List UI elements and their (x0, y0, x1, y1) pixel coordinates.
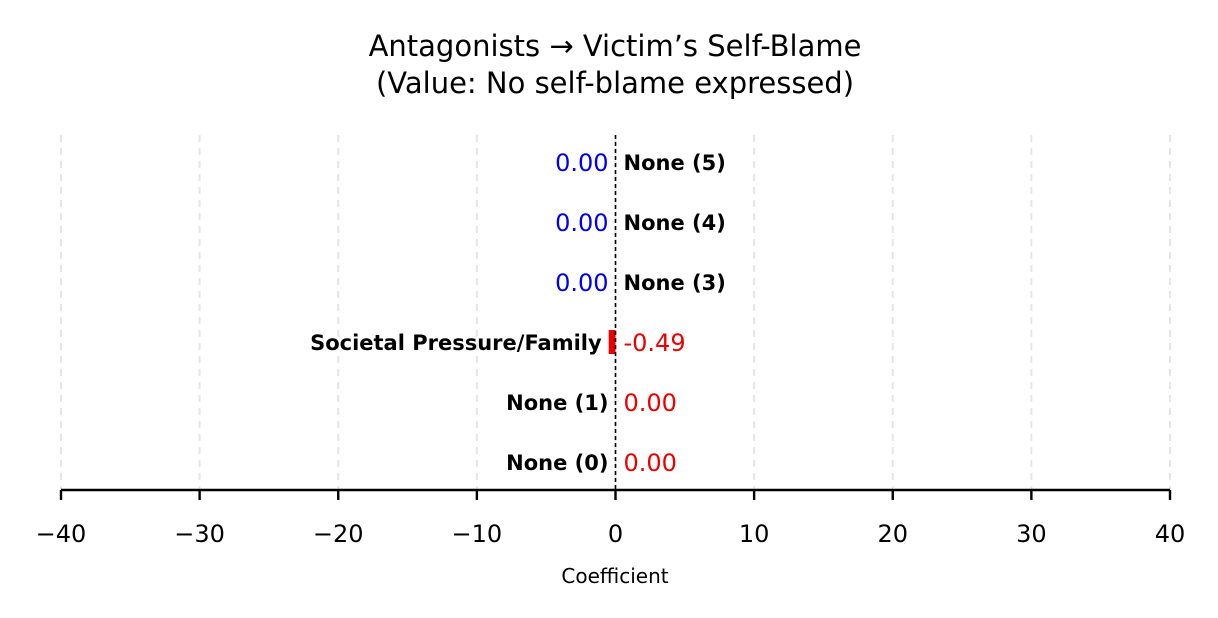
x-tick-label: −20 (313, 520, 364, 548)
chart-subtitle: (Value: No self-blame expressed) (376, 66, 854, 100)
category-label: None (1) (506, 391, 608, 415)
value-label: 0.00 (555, 209, 608, 237)
labels: None (0) 0.00 None (1) 0.00 Societal Pressur… (310, 149, 726, 477)
category-label: None (4) (624, 211, 726, 235)
x-tick-label: −30 (174, 520, 225, 548)
bar (608, 330, 616, 354)
value-label: 0.00 (555, 269, 608, 297)
chart-title: Antagonists → Victim’s Self-Blame (369, 29, 862, 63)
category-label: None (3) (624, 271, 726, 295)
x-axis: −40 −30 −20 −10 0 10 20 30 40 (36, 488, 1186, 548)
x-tick-label: 10 (739, 520, 770, 548)
x-tick-label: 40 (1155, 520, 1186, 548)
x-tick-label: 0 (608, 520, 623, 548)
category-label: None (5) (624, 151, 726, 175)
x-tick-label: −40 (36, 520, 87, 548)
x-tick-label: 20 (877, 520, 908, 548)
category-label: None (0) (506, 451, 608, 475)
x-axis-label: Coefficient (561, 564, 668, 588)
x-tick-label: −10 (452, 520, 503, 548)
x-tick-label: 30 (1016, 520, 1047, 548)
value-label: 0.00 (624, 449, 677, 477)
value-label: 0.00 (555, 149, 608, 177)
value-label: -0.49 (624, 329, 686, 357)
value-label: 0.00 (624, 389, 677, 417)
category-label: Societal Pressure/Family (310, 331, 602, 355)
bars (608, 330, 616, 354)
